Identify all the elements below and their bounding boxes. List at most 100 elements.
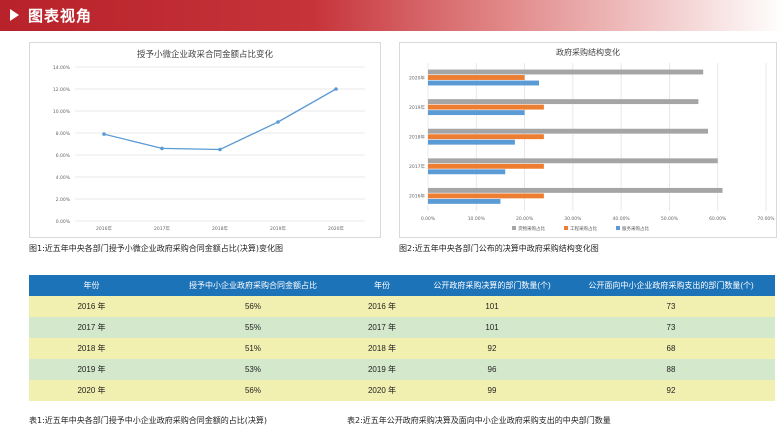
chart1-ytick-label: 12.00%: [53, 87, 71, 93]
chart2-bar: [428, 193, 544, 199]
chart1-ytick-label: 4.00%: [56, 175, 71, 181]
chart2-xtick-label: 30.00%: [564, 216, 582, 222]
chart1-series-line: [103, 88, 337, 151]
table1-cell: 56%: [154, 296, 352, 317]
chart1-ytick-label: 14.00%: [53, 65, 71, 71]
table-row: 2017 年 55%: [29, 317, 352, 338]
table1-cell: 2019 年: [29, 359, 154, 380]
chart1-ytick-label: 2.00%: [56, 197, 71, 203]
table1-cell: 2016 年: [29, 296, 154, 317]
table-row: 2017 年 101 73: [347, 317, 775, 338]
table1-cell: 2017 年: [29, 317, 154, 338]
table2-header-smb: 公开面向中小企业政府采购支出的部门数量(个): [567, 275, 775, 296]
chart1-data-point: [276, 120, 280, 124]
table2-cell: 88: [567, 359, 775, 380]
table2-cell: 101: [417, 296, 567, 317]
table2-header-disclosed: 公开政府采购决算的部门数量(个): [417, 275, 567, 296]
chart2-bar: [428, 104, 544, 110]
table1-header-share: 授予中小企业政府采购合同金额占比: [154, 275, 352, 296]
table2-cell: 96: [417, 359, 567, 380]
chart1-xtick-label: 2018年: [212, 225, 228, 232]
chart2-xtick-label: 10.00%: [468, 216, 486, 222]
chart2-xtick-label: 40.00%: [613, 216, 631, 222]
table2-header-year: 年份: [347, 275, 417, 296]
section-header: 图表视角: [0, 0, 784, 31]
chart2-legend-label: 工程采购占比: [570, 225, 597, 232]
chart1-data-point: [160, 146, 164, 151]
table-row: 2019 年 53%: [29, 359, 352, 380]
table2-cell: 2017 年: [347, 317, 417, 338]
table2-cell: 68: [567, 338, 775, 359]
table2-cell: 101: [417, 317, 567, 338]
table-row: 2018 年 92 68: [347, 338, 775, 359]
chart2-legend-label: 货物采购占比: [518, 225, 545, 232]
chart2-legend-swatch: [564, 226, 568, 230]
chart2-ytick-label: 2019年: [409, 104, 425, 111]
chart2-ytick-label: 2016年: [409, 193, 425, 200]
section-title: 图表视角: [28, 7, 93, 25]
bar-chart: 政府采购结构变化 0.00% 10.00% 20.00% 30.00% 40.00% 50.…: [409, 47, 775, 232]
chart2-bar: [428, 198, 501, 204]
table-row: 2020 年 99 92: [347, 380, 775, 401]
line-chart-panel: 授予小微企业政采合同金额占比变化 0.00% 2.00% 4.00% 6.00% 8.00…: [29, 42, 381, 238]
chart2-ytick-label: 2018年: [409, 134, 425, 141]
bar-chart-panel: 政府采购结构变化 0.00% 10.00% 20.00% 30.00% 40.00% 50.…: [399, 42, 777, 238]
chart2-bar: [428, 128, 709, 134]
table-row: 2016 年 56%: [29, 296, 352, 317]
chart2-bar: [428, 163, 544, 169]
table-row: 2019 年 96 88: [347, 359, 775, 380]
chart2-legend-swatch: [512, 226, 516, 230]
chart1-caption: 图1:近五年中央各部门授予小微企业政府采购合同金额占比(决算)变化图: [29, 244, 284, 253]
chart2-xtick-label: 60.00%: [709, 216, 727, 222]
chart2-bar: [428, 69, 704, 75]
chart2-bar: [428, 80, 540, 86]
chart2-xtick-label: 50.00%: [661, 216, 679, 222]
table2-cell: 73: [567, 296, 775, 317]
chart2-ytick-label: 2020年: [409, 74, 425, 81]
table2-cell: 92: [417, 338, 567, 359]
table-row: 2016 年 101 73: [347, 296, 775, 317]
chart1-xtick-label: 2019年: [270, 225, 286, 232]
chart1-ytick-label: 0.00%: [56, 219, 71, 225]
chart2-bar: [428, 75, 525, 80]
chart2-xtick-label: 20.00%: [516, 216, 534, 222]
table2-cell: 73: [567, 317, 775, 338]
chart1-data-point: [218, 147, 222, 152]
chart2-bar: [428, 139, 515, 145]
chart2-xtick-label: 0.00%: [421, 216, 436, 222]
chart1-ytick-label: 8.00%: [56, 131, 71, 137]
chart2-title: 政府采购结构变化: [556, 47, 620, 57]
table1-caption: 表1:近五年中央各部门授予中小企业政府采购合同金额的占比(决算): [29, 416, 268, 425]
line-chart: 授予小微企业政采合同金额占比变化 0.00% 2.00% 4.00% 6.00% 8.00…: [53, 49, 365, 232]
table1-cell: 2020 年: [29, 380, 154, 401]
chart2-ytick-label: 2017年: [409, 163, 425, 170]
table1-cell: 56%: [154, 380, 352, 401]
chart2-bar: [428, 134, 544, 140]
table-row: 2020 年 56%: [29, 380, 352, 401]
chart1-data-point: [102, 132, 106, 136]
table1-cell: 53%: [154, 359, 352, 380]
table1-header-year: 年份: [29, 275, 154, 296]
chart2-bar: [428, 99, 699, 105]
chart1-title: 授予小微企业政采合同金额占比变化: [137, 49, 274, 60]
chart1-ytick-label: 10.00%: [53, 109, 71, 115]
chart2-bar: [428, 158, 718, 164]
table1-cell: 51%: [154, 338, 352, 359]
chart2-xtick-label: 70.00%: [757, 216, 775, 222]
chart1-xtick-label: 2017年: [154, 225, 170, 232]
chart2-bar: [428, 169, 506, 175]
table2-cell: 99: [417, 380, 567, 401]
chart2-legend-label: 服务采购占比: [622, 225, 649, 232]
table-dept-count: 年份 公开政府采购决算的部门数量(个) 公开面向中小企业政府采购支出的部门数量(…: [347, 275, 775, 401]
chart2-legend-swatch: [616, 226, 620, 230]
chart1-data-point: [334, 87, 338, 91]
chart2-bar: [428, 110, 525, 116]
chart2-caption: 图2:近五年中央各部门公布的决算中政府采购结构变化图: [399, 244, 599, 253]
table2-cell: 2018 年: [347, 338, 417, 359]
chart1-ytick-label: 6.00%: [56, 153, 71, 159]
play-triangle-icon: [10, 9, 19, 21]
table1-cell: 2018 年: [29, 338, 154, 359]
table2-cell: 2019 年: [347, 359, 417, 380]
table2-cell: 2020 年: [347, 380, 417, 401]
table1-cell: 55%: [154, 317, 352, 338]
